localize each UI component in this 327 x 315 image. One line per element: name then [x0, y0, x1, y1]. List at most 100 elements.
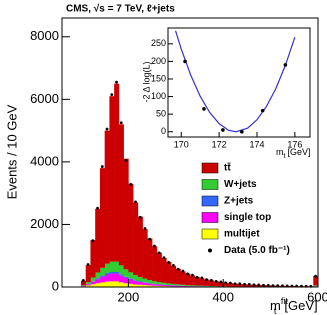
- hist-bar: [85, 265, 91, 283]
- legend-marker: [208, 248, 212, 253]
- hist-bar: [95, 278, 101, 280]
- hist-bar: [137, 277, 143, 282]
- legend-label: Z+jets: [224, 196, 254, 207]
- legend-label: Data (5.0 fb⁻¹): [224, 245, 290, 256]
- hist-bar: [114, 281, 120, 287]
- hist-bar: [128, 279, 134, 284]
- hist-bar: [114, 261, 120, 272]
- y-tick-label: 6000: [30, 91, 59, 106]
- chart-title: CMS, √s = 7 TeV, ℓ+jets: [66, 4, 175, 15]
- data-point: [91, 239, 95, 243]
- hist-bar: [104, 281, 110, 287]
- hist-bar: [114, 273, 120, 282]
- hist-bar: [109, 96, 115, 262]
- data-point: [96, 206, 99, 210]
- hist-bar: [156, 285, 162, 287]
- hist-bar: [109, 271, 115, 274]
- data-point: [162, 256, 166, 259]
- data-point: [190, 273, 194, 277]
- data-point: [100, 165, 104, 168]
- hist-bar: [152, 284, 158, 286]
- data-point: [214, 279, 218, 283]
- hist-bar: [95, 272, 101, 279]
- hist-bar: [204, 279, 210, 286]
- inset-x-label: mt [GeV]: [276, 147, 310, 159]
- hist-bar: [147, 280, 153, 284]
- hist-bar: [156, 281, 162, 285]
- hist-bar: [199, 278, 205, 286]
- data-point: [105, 127, 109, 131]
- data-point: [247, 283, 251, 286]
- data-point: [134, 200, 137, 204]
- data-point: [195, 275, 199, 279]
- inset-x-main: m: [276, 147, 284, 157]
- data-point: [243, 282, 246, 286]
- inset-point: [183, 59, 187, 64]
- hist-bar: [147, 283, 153, 286]
- inset-frame: [167, 27, 311, 138]
- hist-bar: [190, 285, 196, 287]
- inset-point: [240, 129, 244, 134]
- data-point: [257, 283, 261, 287]
- inset-point: [283, 63, 288, 67]
- hist-bar: [128, 183, 134, 273]
- x-tick-label: 200: [118, 289, 140, 304]
- hist-bar: [90, 240, 96, 278]
- inset-x-tick-label: 176: [287, 139, 302, 149]
- hist-bar: [175, 268, 181, 285]
- hist-bar: [142, 229, 148, 279]
- hist-bar: [118, 282, 124, 287]
- data-point: [81, 279, 85, 282]
- data-point: [276, 284, 280, 288]
- hist-bar: [194, 276, 200, 286]
- hist-bar: [90, 284, 96, 287]
- inset-point: [202, 107, 206, 111]
- hist-bar: [152, 285, 158, 287]
- hist-bar: [185, 285, 191, 286]
- hist-bar: [114, 83, 120, 262]
- data-point: [148, 237, 152, 241]
- inset-y-tick-label: 100: [151, 91, 166, 101]
- hist-bar: [95, 208, 101, 273]
- hist-bar: [137, 281, 143, 282]
- x-label-sub: t: [274, 306, 277, 315]
- hist-bar: [171, 265, 177, 284]
- data-point: [129, 183, 133, 186]
- hist-bar: [99, 282, 105, 287]
- y-axis-label: Events / 10 GeV: [4, 104, 19, 199]
- hist-bar: [80, 280, 87, 286]
- hist-bar: [123, 276, 129, 278]
- inset-y-label: -2 Δ log(L): [141, 61, 151, 102]
- hist-bar: [133, 281, 139, 285]
- hist-bar: [166, 261, 172, 284]
- hist-bar: [152, 246, 158, 282]
- legend-swatch: [201, 195, 219, 207]
- data-point: [153, 244, 156, 248]
- hist-bar: [227, 283, 233, 287]
- data-point: [205, 278, 208, 282]
- hist-bar: [118, 275, 124, 283]
- x-tick-label: 400: [212, 289, 234, 304]
- data-point: [119, 121, 123, 125]
- hist-bar: [118, 265, 124, 275]
- hist-bar: [85, 285, 91, 287]
- inset-y-tick-label: 0: [161, 126, 166, 136]
- inset-y-tick-label: 50: [156, 109, 166, 119]
- hist-bar: [223, 282, 229, 287]
- hist-bar: [118, 274, 124, 276]
- hist-bar: [80, 285, 87, 286]
- legend: tt̄ W+jets Z+jets single top multijet Data (5…: [201, 162, 290, 256]
- hist-bar: [104, 130, 110, 264]
- data-point: [110, 93, 114, 97]
- hist-bar: [180, 285, 186, 287]
- data-point: [314, 274, 318, 278]
- data-point: [224, 281, 227, 285]
- hist-bar: [171, 283, 177, 286]
- hist-bar: [313, 276, 319, 286]
- hist-bar: [194, 285, 200, 287]
- hist-bar: [180, 271, 186, 285]
- data-point: [262, 283, 265, 287]
- data-point: [157, 251, 161, 255]
- legend-swatch: [201, 212, 219, 223]
